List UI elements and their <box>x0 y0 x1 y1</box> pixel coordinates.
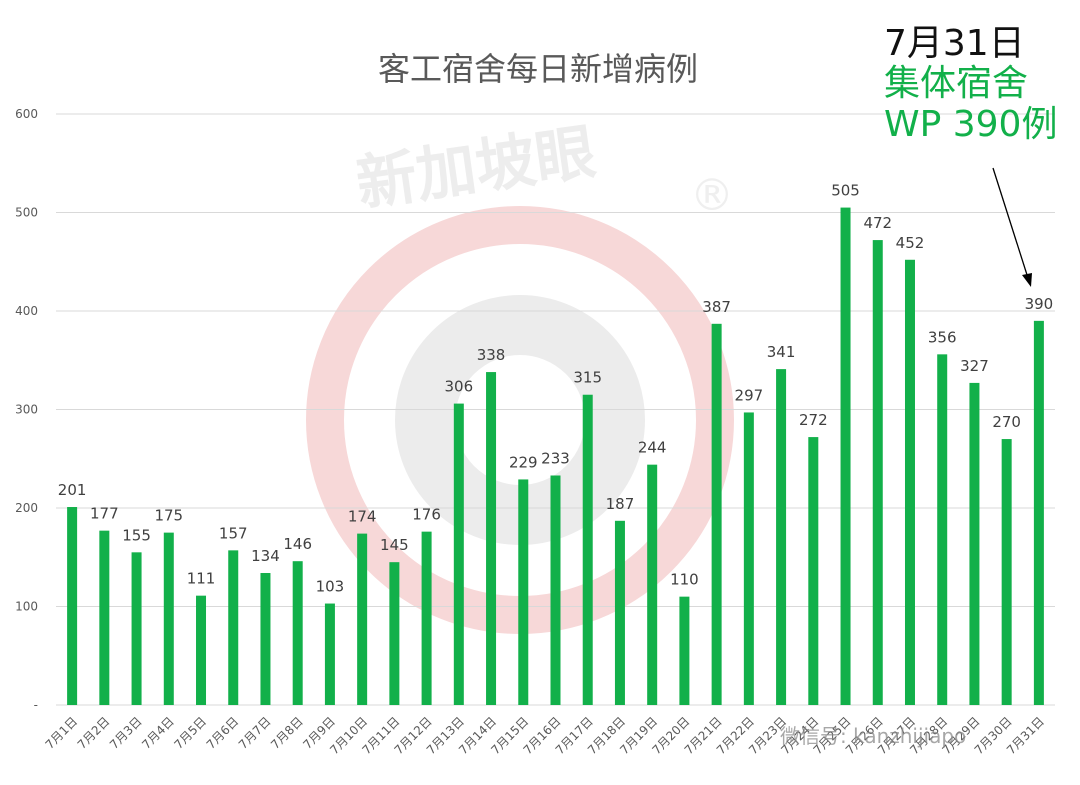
annotation-count: WP 390例 <box>884 103 1058 145</box>
data-label: 272 <box>799 411 828 429</box>
data-label: 146 <box>283 535 312 553</box>
data-label: 244 <box>638 439 667 457</box>
bar <box>131 552 142 705</box>
data-label: 134 <box>251 547 280 565</box>
bar <box>292 561 303 705</box>
bar-series <box>67 207 1044 705</box>
bar <box>389 562 400 705</box>
data-label: 327 <box>960 357 989 375</box>
bar <box>324 603 335 705</box>
data-label: 145 <box>380 536 409 554</box>
bar <box>486 372 497 705</box>
data-label: 176 <box>412 506 441 524</box>
data-label: 201 <box>58 481 87 499</box>
registered-mark-icon: ® <box>690 170 734 221</box>
data-label: 341 <box>767 343 796 361</box>
data-label: 110 <box>670 571 699 589</box>
y-axis-ticks: - 100 200 300 400 500 600 <box>15 107 38 712</box>
x-tick-label: 7月8日 <box>268 714 306 752</box>
bar <box>357 533 368 705</box>
x-tick-label: 7月2日 <box>75 714 113 752</box>
data-label: 452 <box>896 234 925 252</box>
data-label: 233 <box>541 449 570 467</box>
data-label: 175 <box>154 507 183 525</box>
bar <box>743 412 754 705</box>
bar <box>808 437 819 705</box>
data-label: 187 <box>606 495 635 513</box>
watermark-text: 新加坡眼 <box>352 117 599 220</box>
x-tick-label: 7月7日 <box>236 714 274 752</box>
bar <box>228 550 239 705</box>
bar <box>647 464 658 705</box>
data-labels: 2011771551751111571341461031741451763063… <box>58 182 1053 596</box>
y-tick-label: 500 <box>15 206 38 220</box>
x-tick-label: 7月5日 <box>171 714 209 752</box>
y-tick-label: 400 <box>15 304 38 318</box>
bar <box>163 532 174 705</box>
bar <box>937 354 948 705</box>
annotation-box: 7月31日 集体宿舍 WP 390例 <box>884 23 1058 145</box>
bar <box>99 530 110 705</box>
bar <box>1001 439 1012 705</box>
y-tick-label: 200 <box>15 501 38 515</box>
y-tick-label: 100 <box>15 600 38 614</box>
bar <box>550 475 561 705</box>
annotation-category: 集体宿舍 <box>884 63 1029 105</box>
bar <box>67 507 78 705</box>
bar <box>453 403 464 705</box>
bar <box>679 596 690 705</box>
annotation-arrow <box>992 167 1032 287</box>
bar <box>776 369 787 705</box>
data-label: 103 <box>316 578 345 596</box>
bar <box>582 394 593 705</box>
bar <box>872 240 883 705</box>
data-label: 297 <box>735 386 764 404</box>
data-label: 157 <box>219 524 248 542</box>
data-label: 174 <box>348 508 377 526</box>
bar <box>260 573 271 705</box>
data-label: 390 <box>1025 295 1054 313</box>
data-label: 387 <box>702 298 731 316</box>
data-label: 270 <box>992 413 1021 431</box>
data-label: 315 <box>573 369 602 387</box>
wechat-watermark: 微信号: kanzhijiapo <box>780 724 967 748</box>
bar <box>904 259 915 705</box>
y-tick-label: - <box>34 698 38 712</box>
data-label: 505 <box>831 182 860 200</box>
data-label: 356 <box>928 328 957 346</box>
x-tick-label: 7月3日 <box>107 714 145 752</box>
bar <box>518 479 529 705</box>
x-tick-label: 7月1日 <box>43 714 81 752</box>
bar <box>711 323 722 705</box>
annotation-date: 7月31日 <box>884 23 1025 64</box>
x-tick-label: 7月6日 <box>204 714 242 752</box>
chart-title: 客工宿舍每日新增病例 <box>378 50 698 88</box>
data-label: 338 <box>477 346 506 364</box>
bar <box>1033 320 1044 705</box>
data-label: 229 <box>509 453 538 471</box>
y-tick-label: 600 <box>15 107 38 121</box>
data-label: 472 <box>863 214 892 232</box>
data-label: 111 <box>187 570 216 588</box>
data-label: 155 <box>122 526 151 544</box>
bar <box>969 382 980 705</box>
bar <box>840 207 851 705</box>
data-label: 177 <box>90 505 119 523</box>
y-tick-label: 300 <box>15 403 38 417</box>
bar <box>196 595 207 705</box>
bar <box>421 531 432 705</box>
data-label: 306 <box>445 378 474 396</box>
x-tick-label: 7月4日 <box>139 714 177 752</box>
bar <box>614 520 625 705</box>
